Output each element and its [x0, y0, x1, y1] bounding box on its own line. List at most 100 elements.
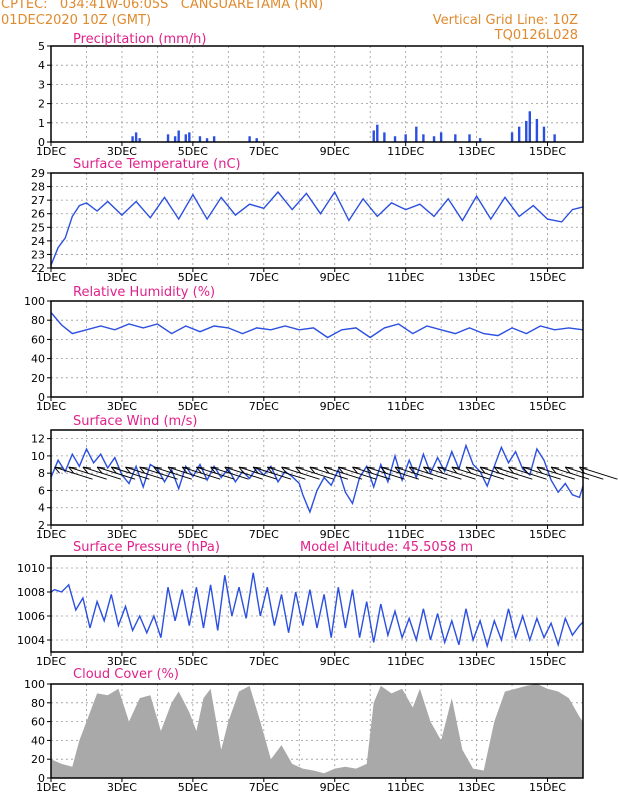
panel-4-wind-arrowhead [281, 466, 290, 474]
panel-2-series-line [50, 190, 584, 266]
panel-4-wind-arrowhead [564, 466, 574, 474]
panel-3-ytick-label: 60 [31, 333, 45, 346]
panel-3-ytick-label: 20 [31, 372, 45, 385]
panel-3-xtick-label: 11DEC [387, 400, 424, 413]
panel-5-title: Surface Pressure (hPa) [73, 540, 220, 555]
panel-4-wind-arrowhead [536, 466, 545, 474]
panel-5-xtick-label: 9DEC [320, 655, 350, 668]
panel-1-bar [454, 134, 457, 142]
panel-3-ytick-label: 0 [38, 391, 45, 404]
panel-4-ytick-label: 2 [38, 519, 45, 532]
panel-4-wind-arrowhead [181, 466, 191, 474]
panel-1-ytick-label: 0 [38, 136, 45, 149]
panel-2-xtick-label: 1DEC [36, 271, 66, 284]
panel-4-wind-arrowhead [309, 466, 318, 474]
panel-2-ytick-label: 26 [31, 208, 45, 221]
panel-5-ytick-label: 1004 [17, 634, 45, 647]
panel-1-bar [376, 124, 379, 142]
panel-6-xtick-label: 13DEC [458, 781, 495, 794]
panel-1-bar [415, 126, 418, 142]
panel-3-xtick-label: 15DEC [529, 400, 566, 413]
panel-6-xtick-label: 11DEC [387, 781, 424, 794]
panel-4-wind-arrowhead [522, 466, 531, 474]
panel-4-wind-arrowhead [196, 466, 205, 474]
panel-4-series-line [50, 443, 584, 515]
panel-5-annotation: Model Altitude: 45.5058 m [300, 540, 473, 555]
panel-1-bar [439, 132, 443, 142]
panel-5-ytick-label: 1006 [17, 610, 45, 623]
panel-6-xtick-label: 3DEC [107, 781, 137, 794]
panel-6-xtick-label: 5DEC [178, 781, 208, 794]
panel-1-bar [205, 138, 209, 142]
panel-2-ytick-label: 24 [31, 235, 45, 248]
panel-1-bar [177, 130, 180, 142]
panel-4-ytick-label: 10 [31, 450, 45, 463]
panel-4-wind-arrowhead [54, 466, 63, 474]
panel-4-wind-arrowhead [380, 466, 389, 474]
panel-2-ytick-label: 22 [31, 262, 45, 275]
panel-6-ytick-label: 80 [31, 697, 45, 710]
panel-1-bar [510, 132, 514, 142]
panel-1-xtick-label: 7DEC [249, 145, 279, 158]
panel-6-cloud-area [51, 684, 583, 778]
panel-4-wind-arrowhead [437, 466, 446, 474]
panel-2-xtick-label: 7DEC [249, 271, 279, 284]
panel-5-series-line [50, 572, 584, 649]
panel-1-xtick-label: 11DEC [387, 145, 424, 158]
panel-5-ytick-label: 1010 [17, 562, 45, 575]
panel-4-ytick-label: 6 [38, 484, 45, 497]
panel-1-bar [134, 132, 138, 142]
panel-5-xtick-label: 15DEC [529, 655, 566, 668]
panel-4-wind-arrowhead [394, 466, 404, 474]
panel-4-wind-arrowhead [125, 466, 134, 474]
panel-4-xtick-label: 5DEC [178, 528, 208, 541]
panel-6-xtick-label: 7DEC [249, 781, 279, 794]
panel-4-wind-arrowhead [238, 466, 248, 474]
panel-4-wind-arrowhead [167, 466, 177, 474]
panel-4-xtick-label: 9DEC [320, 528, 350, 541]
panel-6-ytick-label: 0 [38, 772, 45, 785]
panel-4-wind-arrowhead [408, 466, 418, 474]
panel-4-wind-arrowhead [139, 466, 148, 474]
panel-1-bar [248, 136, 251, 142]
panel-1-bar [478, 138, 482, 142]
panel-1-bar [188, 132, 191, 142]
panel-4-wind-arrowhead [337, 466, 347, 474]
header-grid-note: Vertical Grid Line: 10Z [432, 13, 578, 28]
panel-5-xtick-label: 7DEC [249, 655, 279, 668]
panel-1-bar [372, 130, 375, 142]
header-station: CPTEC: 034:41W-06:05S CANGUARETAMA (RN) [1, 0, 324, 12]
panel-1-bar [212, 136, 216, 142]
panel-4-ytick-label: 4 [38, 502, 45, 515]
panel-2-title: Surface Temperature (nC) [73, 157, 241, 172]
panel-4-wind-arrowhead [493, 466, 503, 474]
panel-3-ytick-label: 80 [31, 314, 45, 327]
panel-4-wind-arrowhead [110, 466, 120, 474]
panel-1-bar [535, 118, 539, 142]
panel-4-wind-arrowhead [323, 466, 333, 474]
panel-3-xtick-label: 3DEC [107, 400, 137, 413]
panel-3-title: Relative Humidity (%) [73, 285, 215, 300]
panel-6-title: Cloud Cover (%) [73, 667, 179, 682]
panel-3-ytick-label: 40 [31, 353, 45, 366]
panel-2-xtick-label: 3DEC [107, 271, 137, 284]
panel-1-xtick-label: 13DEC [458, 145, 495, 158]
panel-1-bar [542, 126, 546, 142]
panel-4-frame [50, 429, 584, 526]
panel-4-wind-arrowhead [508, 466, 517, 474]
panel-1-ytick-label: 4 [38, 59, 45, 72]
panel-2-xtick-label: 15DEC [529, 271, 566, 284]
panel-1-bar [553, 134, 556, 142]
panel-4-wind-arrowhead [82, 466, 91, 474]
panel-3-xtick-label: 5DEC [178, 400, 208, 413]
panel-6-ytick-label: 20 [31, 753, 45, 766]
panel-1-bar [468, 134, 471, 142]
panel-1-xtick-label: 9DEC [320, 145, 350, 158]
panel-1-ytick-label: 3 [38, 78, 45, 91]
panel-1-bar [393, 136, 397, 142]
panel-3-xtick-label: 13DEC [458, 400, 495, 413]
panel-4-ytick-label: 8 [38, 467, 45, 480]
panel-1-bar [432, 136, 436, 142]
panel-5-xtick-label: 13DEC [458, 655, 495, 668]
